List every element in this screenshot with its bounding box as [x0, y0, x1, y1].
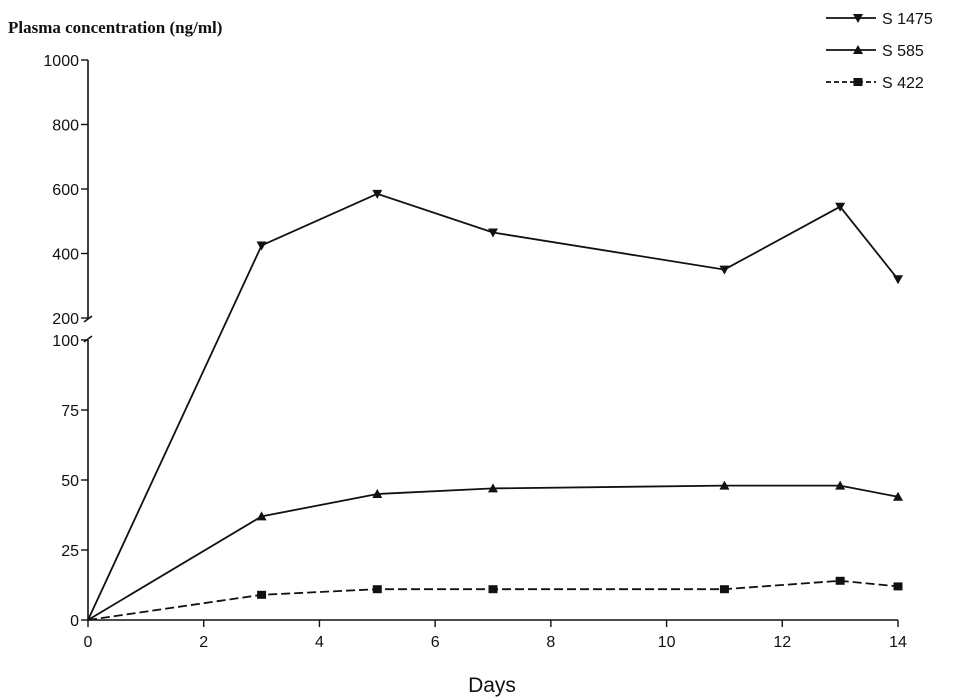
- x-tick-label: 12: [773, 634, 791, 651]
- data-point: [256, 241, 267, 251]
- legend-label: S 422: [882, 75, 924, 92]
- x-tick-label: 10: [658, 634, 676, 651]
- x-tick-label: 0: [84, 634, 93, 651]
- data-series: [87, 189, 903, 621]
- legend-item: S 585: [826, 43, 924, 60]
- axis-ticks: 0 2 4 6 8 10 12 14 200 400 600 800 1000 0 25 50 75 100: [43, 53, 907, 651]
- data-point: [372, 585, 382, 594]
- series-2: [87, 576, 903, 621]
- legend-marker: [853, 14, 863, 23]
- x-tick-label: 14: [889, 634, 907, 651]
- y-tick-label: 800: [52, 118, 79, 135]
- y-tick-label: 400: [52, 247, 79, 264]
- data-point: [893, 491, 903, 501]
- data-point: [719, 480, 730, 490]
- x-tick-label: 8: [546, 634, 555, 651]
- series-0: [87, 189, 903, 621]
- y-tick-label: 600: [52, 182, 79, 199]
- data-point: [256, 511, 267, 521]
- legend-label: S 585: [882, 43, 924, 60]
- x-tick-label: 2: [199, 634, 208, 651]
- y-axis-title: Plasma concentration (ng/ml): [8, 18, 222, 37]
- data-point: [372, 189, 383, 199]
- x-axis-title: Days: [468, 674, 516, 697]
- y-tick-label: 50: [61, 473, 79, 490]
- data-point: [835, 576, 845, 585]
- legend-item: S 1475: [826, 11, 933, 28]
- legend-marker: [853, 78, 863, 86]
- y-tick-label: 0: [70, 613, 79, 630]
- series-line: [87, 484, 899, 621]
- legend-label: S 1475: [882, 11, 933, 28]
- series-1: [87, 480, 903, 621]
- data-point: [488, 228, 498, 238]
- data-point: [893, 275, 903, 285]
- y-tick-label: 75: [61, 403, 79, 420]
- legend: S 1475 S 585 S 422: [826, 11, 933, 92]
- legend-marker: [853, 45, 863, 54]
- y-tick-label: 200: [52, 311, 79, 328]
- legend-item: S 422: [826, 75, 924, 92]
- data-point: [372, 489, 383, 498]
- axes: [83, 60, 898, 621]
- data-point: [719, 265, 730, 275]
- y-tick-label: 25: [61, 543, 79, 560]
- y-axis-break: [83, 315, 93, 343]
- data-point: [835, 480, 846, 490]
- y-tick-label: 100: [52, 333, 79, 350]
- y-tick-label: 1000: [43, 53, 79, 70]
- data-point: [835, 202, 846, 212]
- series-line: [87, 192, 899, 621]
- data-point: [893, 582, 903, 591]
- x-tick-label: 4: [315, 634, 324, 651]
- x-tick-label: 6: [431, 634, 440, 651]
- data-point: [488, 483, 498, 493]
- data-point: [257, 590, 267, 599]
- data-point: [488, 585, 498, 594]
- data-point: [719, 585, 729, 594]
